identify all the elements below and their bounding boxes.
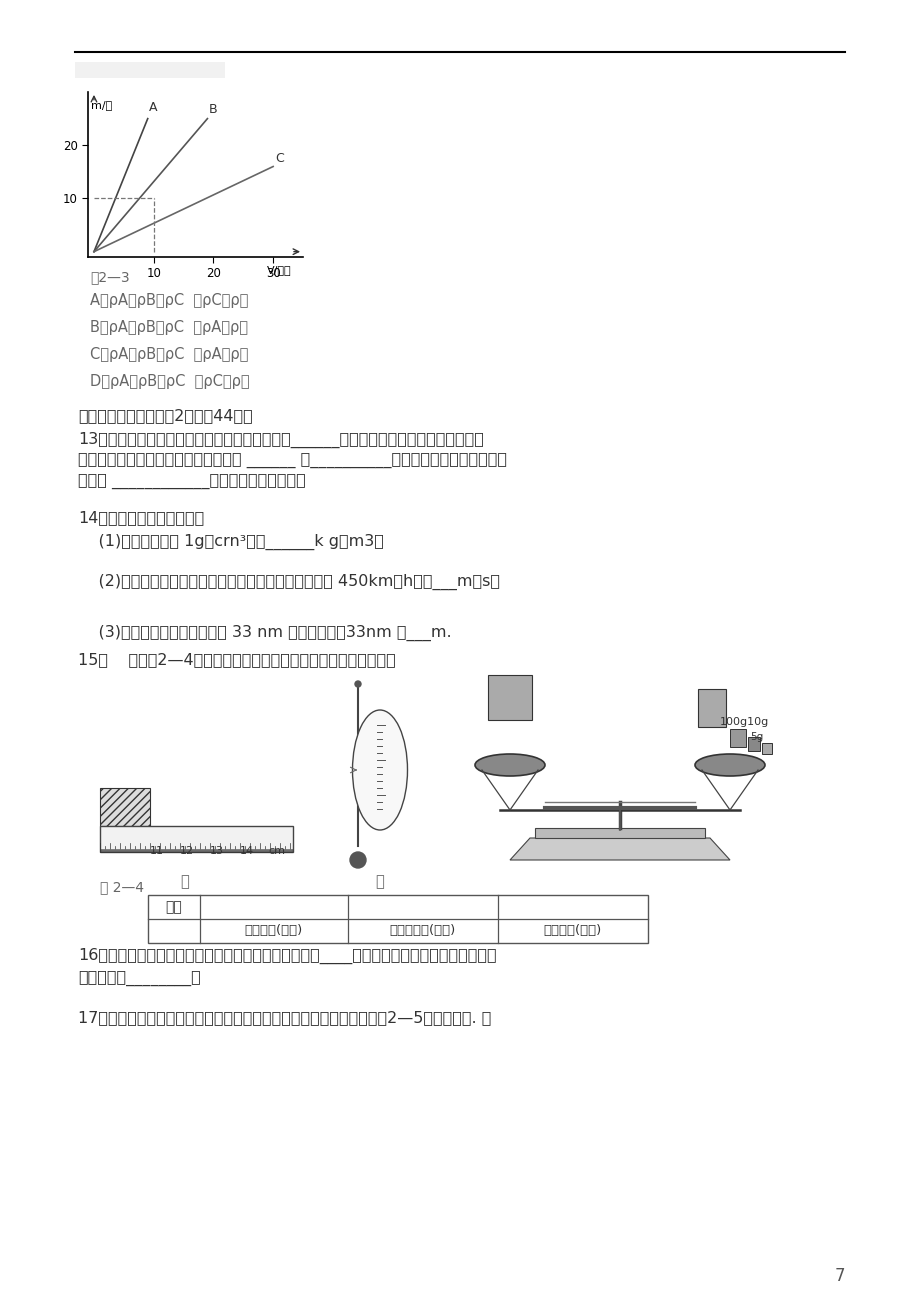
Bar: [761, 743, 771, 754]
Text: 13: 13: [210, 846, 223, 855]
Bar: [729, 729, 745, 747]
Text: cm: cm: [268, 846, 285, 855]
Text: 11: 11: [150, 846, 164, 855]
Bar: [535, 828, 704, 838]
Text: 物体质量(丙图): 物体质量(丙图): [543, 924, 601, 937]
Ellipse shape: [694, 754, 765, 776]
Bar: [698, 689, 725, 727]
Text: 乙: 乙: [375, 874, 384, 889]
Ellipse shape: [474, 754, 544, 776]
Polygon shape: [509, 838, 729, 861]
Circle shape: [349, 852, 366, 868]
Text: 100g10g: 100g10g: [720, 717, 768, 727]
Text: (1)纯水的密度是 1g／crn³，合______k g／m3；: (1)纯水的密度是 1g／crn³，合______k g／m3；: [78, 534, 383, 551]
Ellipse shape: [352, 710, 407, 829]
Text: 图 2—4: 图 2—4: [100, 880, 144, 894]
Text: 甲: 甲: [180, 874, 189, 889]
Text: 图2—3: 图2—3: [90, 270, 130, 284]
Text: 5g: 5g: [749, 732, 763, 742]
Text: A、ρA＞ρB＞ρC  且ρC＞ρ水: A、ρA＞ρB＞ρC 且ρC＞ρ水: [90, 293, 248, 309]
Text: 铜丝的密度________。: 铜丝的密度________。: [78, 971, 200, 986]
Text: B、ρA＞ρB＞ρC  且ρA＞ρ水: B、ρA＞ρB＞ρC 且ρA＞ρ水: [90, 320, 248, 335]
Text: 读数: 读数: [165, 900, 182, 914]
Text: (3)我国科学家研制出直径为 33 nm 的碳纳米管，33nm 合___m.: (3)我国科学家研制出直径为 33 nm 的碳纳米管，33nm 合___m.: [78, 625, 451, 641]
Circle shape: [355, 681, 360, 687]
Text: C、ρA＜ρB＜ρC  且ρA＞ρ水: C、ρA＜ρB＜ρC 且ρA＞ρ水: [90, 348, 248, 362]
Text: A: A: [149, 102, 157, 115]
Text: 17、小明在探究甲、乙两种不同物质的质量和体积的关系时，得出了图2—5所示的图线. 由: 17、小明在探究甲、乙两种不同物质的质量和体积的关系时，得出了图2—5所示的图线…: [78, 1010, 491, 1025]
Text: B: B: [209, 103, 217, 116]
Text: 16、一段粗铜线拉断成两段铜丝后，每一段铜丝的质量____（填变大、变小、不变，下同），: 16、一段粗铜线拉断成两段铜丝后，每一段铜丝的质量____（填变大、变小、不变，…: [78, 948, 496, 965]
Bar: [747, 737, 759, 751]
Text: 13、用量筒来测水的体积时，观察视线要与水面______。形状不规则的固体的体积可以用: 13、用量筒来测水的体积时，观察视线要与水面______。形状不规则的固体的体积…: [78, 432, 483, 448]
Bar: [100, 788, 150, 825]
Bar: [487, 674, 531, 720]
Text: m/克: m/克: [91, 100, 112, 109]
Text: 温度计示数(乙图): 温度计示数(乙图): [390, 924, 456, 937]
Text: V/厘米: V/厘米: [267, 266, 290, 275]
Text: 底部或 ____________顶部在同一水平线上。: 底部或 ____________顶部在同一水平线上。: [78, 474, 305, 490]
Text: 7: 7: [834, 1267, 845, 1285]
Text: D、ρA＜ρB＜ρC  且ρC＞ρ水: D、ρA＜ρB＜ρC 且ρC＞ρ水: [90, 374, 249, 389]
Text: 来测量，使用它时应首先观察了解它的 ______ 和__________，读数时，视线要跟液体的: 来测量，使用它时应首先观察了解它的 ______ 和__________，读数时…: [78, 453, 506, 469]
Bar: [75, 62, 225, 78]
Text: 14: 14: [240, 846, 254, 855]
Text: 15、    请将图2—4中三种仪器测到的数据，填写在本题的表格中。: 15、 请将图2—4中三种仪器测到的数据，填写在本题的表格中。: [78, 652, 395, 667]
Text: 木块长度(甲图): 木块长度(甲图): [244, 924, 302, 937]
Text: C: C: [275, 152, 283, 165]
Bar: [100, 825, 292, 852]
Bar: [148, 894, 647, 943]
Text: 14、请完成下列单位换算：: 14、请完成下列单位换算：: [78, 510, 204, 525]
Text: (2)沪杭磁悬浮交通项目即将动工，其列车设计速度为 450km／h，合___m／s；: (2)沪杭磁悬浮交通项目即将动工，其列车设计速度为 450km／h，合___m／…: [78, 574, 499, 590]
Text: 一、思考与表达（每空2分，共44分）: 一、思考与表达（每空2分，共44分）: [78, 408, 253, 423]
Text: 12: 12: [180, 846, 194, 855]
